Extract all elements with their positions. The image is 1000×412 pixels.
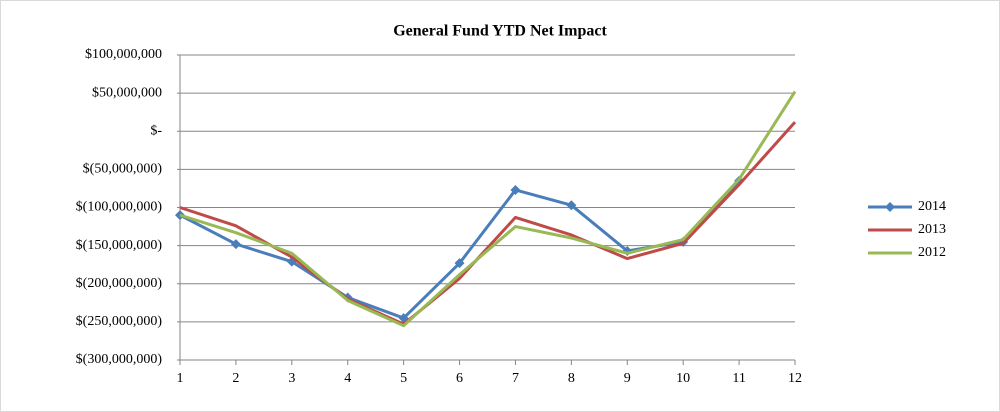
x-tick-label: 12 bbox=[788, 371, 802, 386]
x-tick-label: 1 bbox=[177, 371, 184, 386]
point-marker bbox=[230, 239, 241, 250]
x-tick-label: 2 bbox=[232, 371, 239, 386]
x-tick-label: 3 bbox=[288, 371, 295, 386]
series-line bbox=[179, 121, 797, 326]
legend-label: 2013 bbox=[918, 222, 946, 237]
x-tick-label: 7 bbox=[512, 371, 519, 386]
point-marker bbox=[510, 184, 521, 195]
series-line bbox=[179, 90, 797, 328]
y-tick-label: $50,000,000 bbox=[92, 85, 162, 100]
y-tick-label: $100,000,000 bbox=[85, 47, 162, 62]
legend-label: 2012 bbox=[918, 245, 946, 260]
x-tick-label: 8 bbox=[568, 371, 575, 386]
y-tick-label: $(300,000,000) bbox=[76, 352, 163, 367]
point-marker bbox=[454, 258, 465, 269]
y-tick-label: $(100,000,000) bbox=[76, 200, 163, 215]
y-tick-label: $(150,000,000) bbox=[76, 238, 163, 253]
x-tick-label: 10 bbox=[676, 371, 690, 386]
point-marker bbox=[566, 200, 577, 211]
x-tick-label: 11 bbox=[732, 371, 745, 386]
y-tick-label: $(200,000,000) bbox=[76, 276, 163, 291]
x-tick-label: 9 bbox=[624, 371, 631, 386]
x-tick-label: 5 bbox=[400, 371, 407, 386]
y-tick-label: $(50,000,000) bbox=[83, 162, 163, 177]
legend-label: 2014 bbox=[918, 199, 946, 214]
y-tick-label: $- bbox=[150, 123, 162, 138]
y-tick-label: $(250,000,000) bbox=[76, 314, 163, 329]
chart-title: General Fund YTD Net Impact bbox=[393, 23, 607, 40]
x-tick-label: 6 bbox=[456, 371, 463, 386]
x-tick-label: 4 bbox=[344, 371, 351, 386]
legend-marker bbox=[885, 202, 895, 212]
